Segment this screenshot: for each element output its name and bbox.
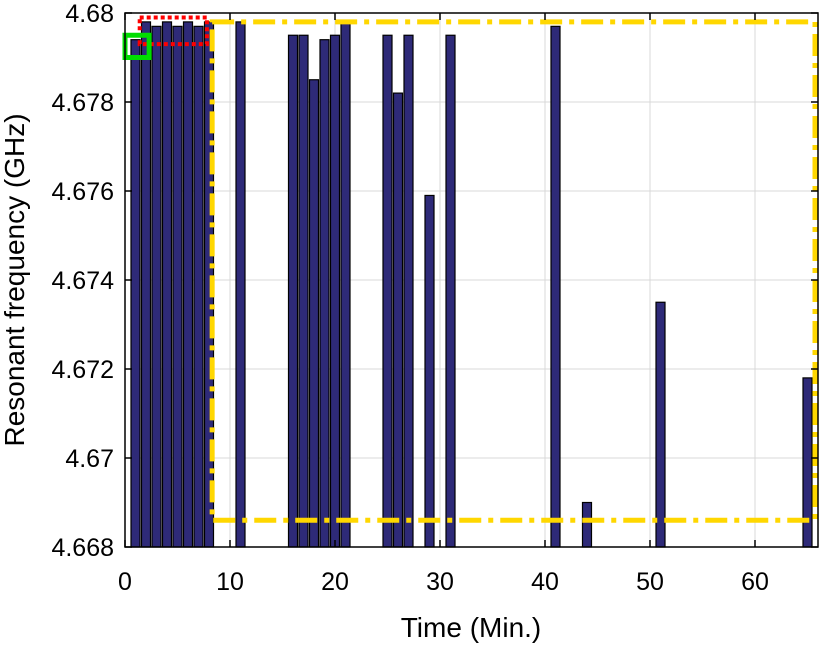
bar [340,21,351,548]
x-tick-label: 60 [741,568,769,596]
y-tick-label: 4.672 [51,356,114,384]
x-tick-label: 30 [426,568,454,596]
x-tick-label: 10 [216,568,244,596]
bar [550,25,561,548]
bar [161,21,173,548]
bar [193,25,204,548]
bar [392,92,404,548]
bar [235,21,246,548]
bar [319,39,330,548]
red-region-box [137,15,209,47]
bar [445,34,456,548]
y-axis-title: Resonant frequency (GHz) [0,113,30,446]
bar [329,34,341,548]
x-tick-label: 20 [321,568,349,596]
y-tick-label: 4.668 [51,534,114,562]
bar [182,21,194,548]
bar [308,79,320,548]
x-tick-label: 50 [636,568,664,596]
bar [172,25,183,548]
x-tick-labels: 0 10 20 30 40 50 60 [118,568,769,596]
yellow-region-box [209,19,818,523]
bar [382,34,393,548]
bar [581,501,593,548]
bar [140,21,152,548]
x-tick-label: 40 [531,568,559,596]
bar [424,194,435,548]
y-tick-label: 4.676 [51,178,114,206]
y-tick-label: 4.678 [51,89,114,117]
plot-frame [124,12,819,548]
bar [287,34,299,548]
y-tick-label: 4.67 [65,445,114,473]
bar [403,34,414,548]
bar [130,39,141,548]
y-tick-label: 4.68 [65,0,114,28]
bar [151,25,162,548]
y-tick-labels: 4.668 4.67 4.672 4.674 4.676 4.678 4.68 [51,0,114,562]
y-tick-label: 4.674 [51,267,114,295]
bar [655,301,666,548]
x-axis-title: Time (Min.) [401,612,542,643]
bar [298,34,309,548]
x-tick-label: 0 [118,568,132,596]
